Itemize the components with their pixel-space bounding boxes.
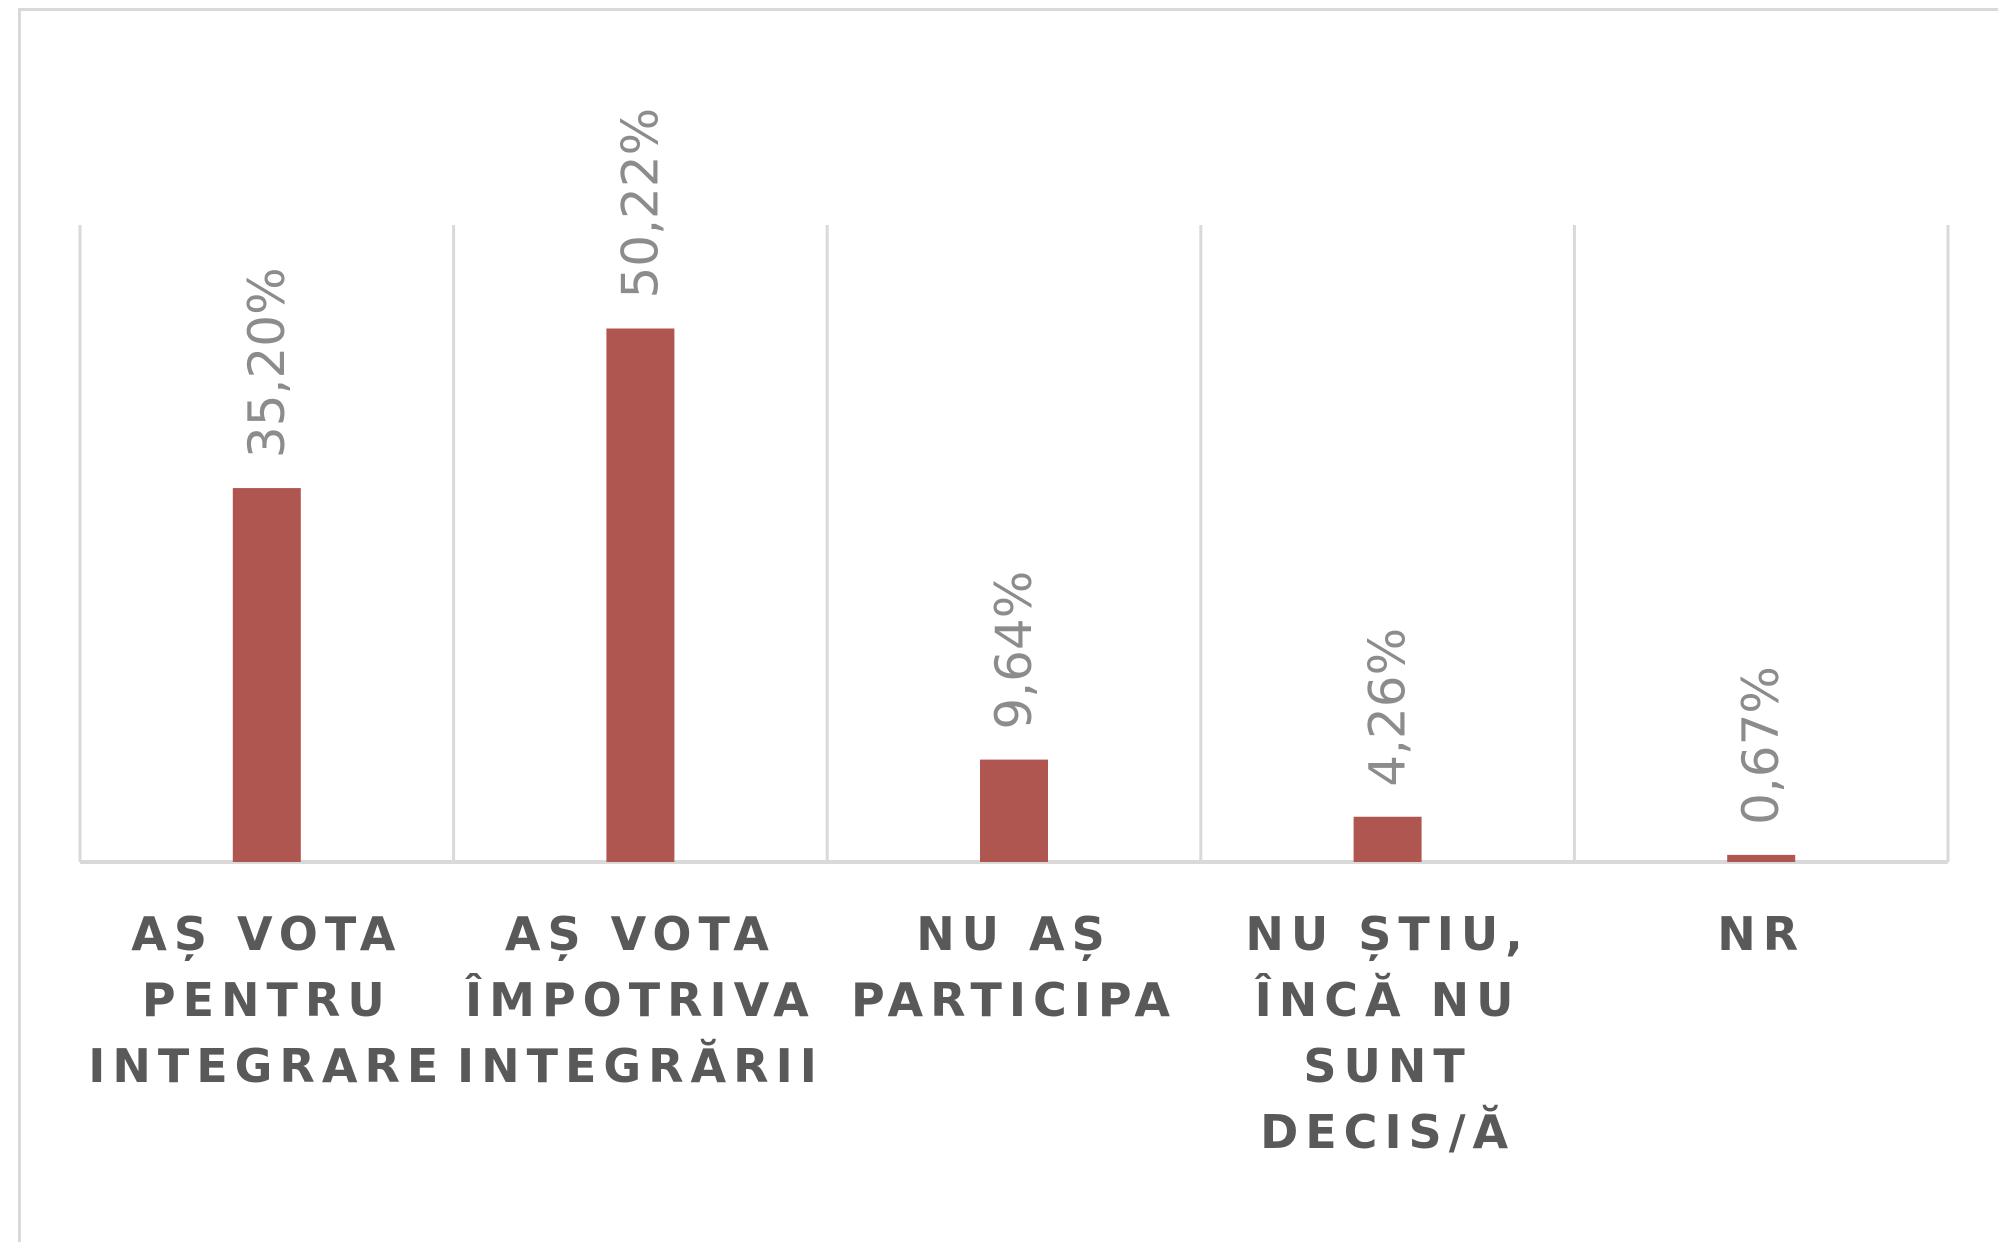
category-label-line: PARTICIPA [851,973,1177,1027]
category-label-line: ÎMPOTRIVA [465,973,816,1027]
category-label: NU AȘ PARTICIPA [851,907,1177,1027]
bar-layer [232,328,1796,862]
category-label: NR [1717,907,1805,961]
category-label-line: INTEGRĂRII [457,1038,824,1093]
category-label: NU ȘTIU, ÎNCĂ NU SUNT DECIS/Ă [1245,907,1529,1159]
category-label-line: NU ȘTIU, [1245,907,1529,961]
data-label: 0,67% [1732,666,1790,825]
category-label-line: AȘ VOTA [131,907,402,961]
bar [1353,816,1422,862]
grid-layer [78,225,1950,864]
data-label-layer: 35,20% 50,22% 9,64% 4,26% 0,67% [238,108,1790,825]
bar [1727,854,1796,862]
bar [606,328,675,862]
category-label-line: PENTRU [142,973,392,1027]
bar [980,759,1048,862]
category-label-line: INTEGRARE [88,1039,445,1093]
category-label-line: DECIS/Ă [1260,1104,1515,1159]
category-label-line: NU AȘ [916,907,1112,961]
data-label: 35,20% [238,267,296,458]
category-label-line: SUNT [1303,1039,1471,1093]
data-label: 9,64% [985,571,1043,730]
category-label: AȘ VOTA PENTRU INTEGRARE [88,907,445,1093]
category-label-line: ÎNCĂ NU [1255,972,1521,1027]
category-label: AȘ VOTA ÎMPOTRIVA INTEGRĂRII [457,907,824,1093]
category-label-layer: AȘ VOTA PENTRU INTEGRARE AȘ VOTA ÎMPOTRIVA IN… [88,907,1805,1159]
data-label: 50,22% [611,108,669,299]
bar [232,488,301,862]
chart-frame [18,8,1998,1242]
category-label-line: NR [1717,907,1805,961]
data-label: 4,26% [1359,628,1417,787]
category-label-line: AȘ VOTA [505,907,776,961]
